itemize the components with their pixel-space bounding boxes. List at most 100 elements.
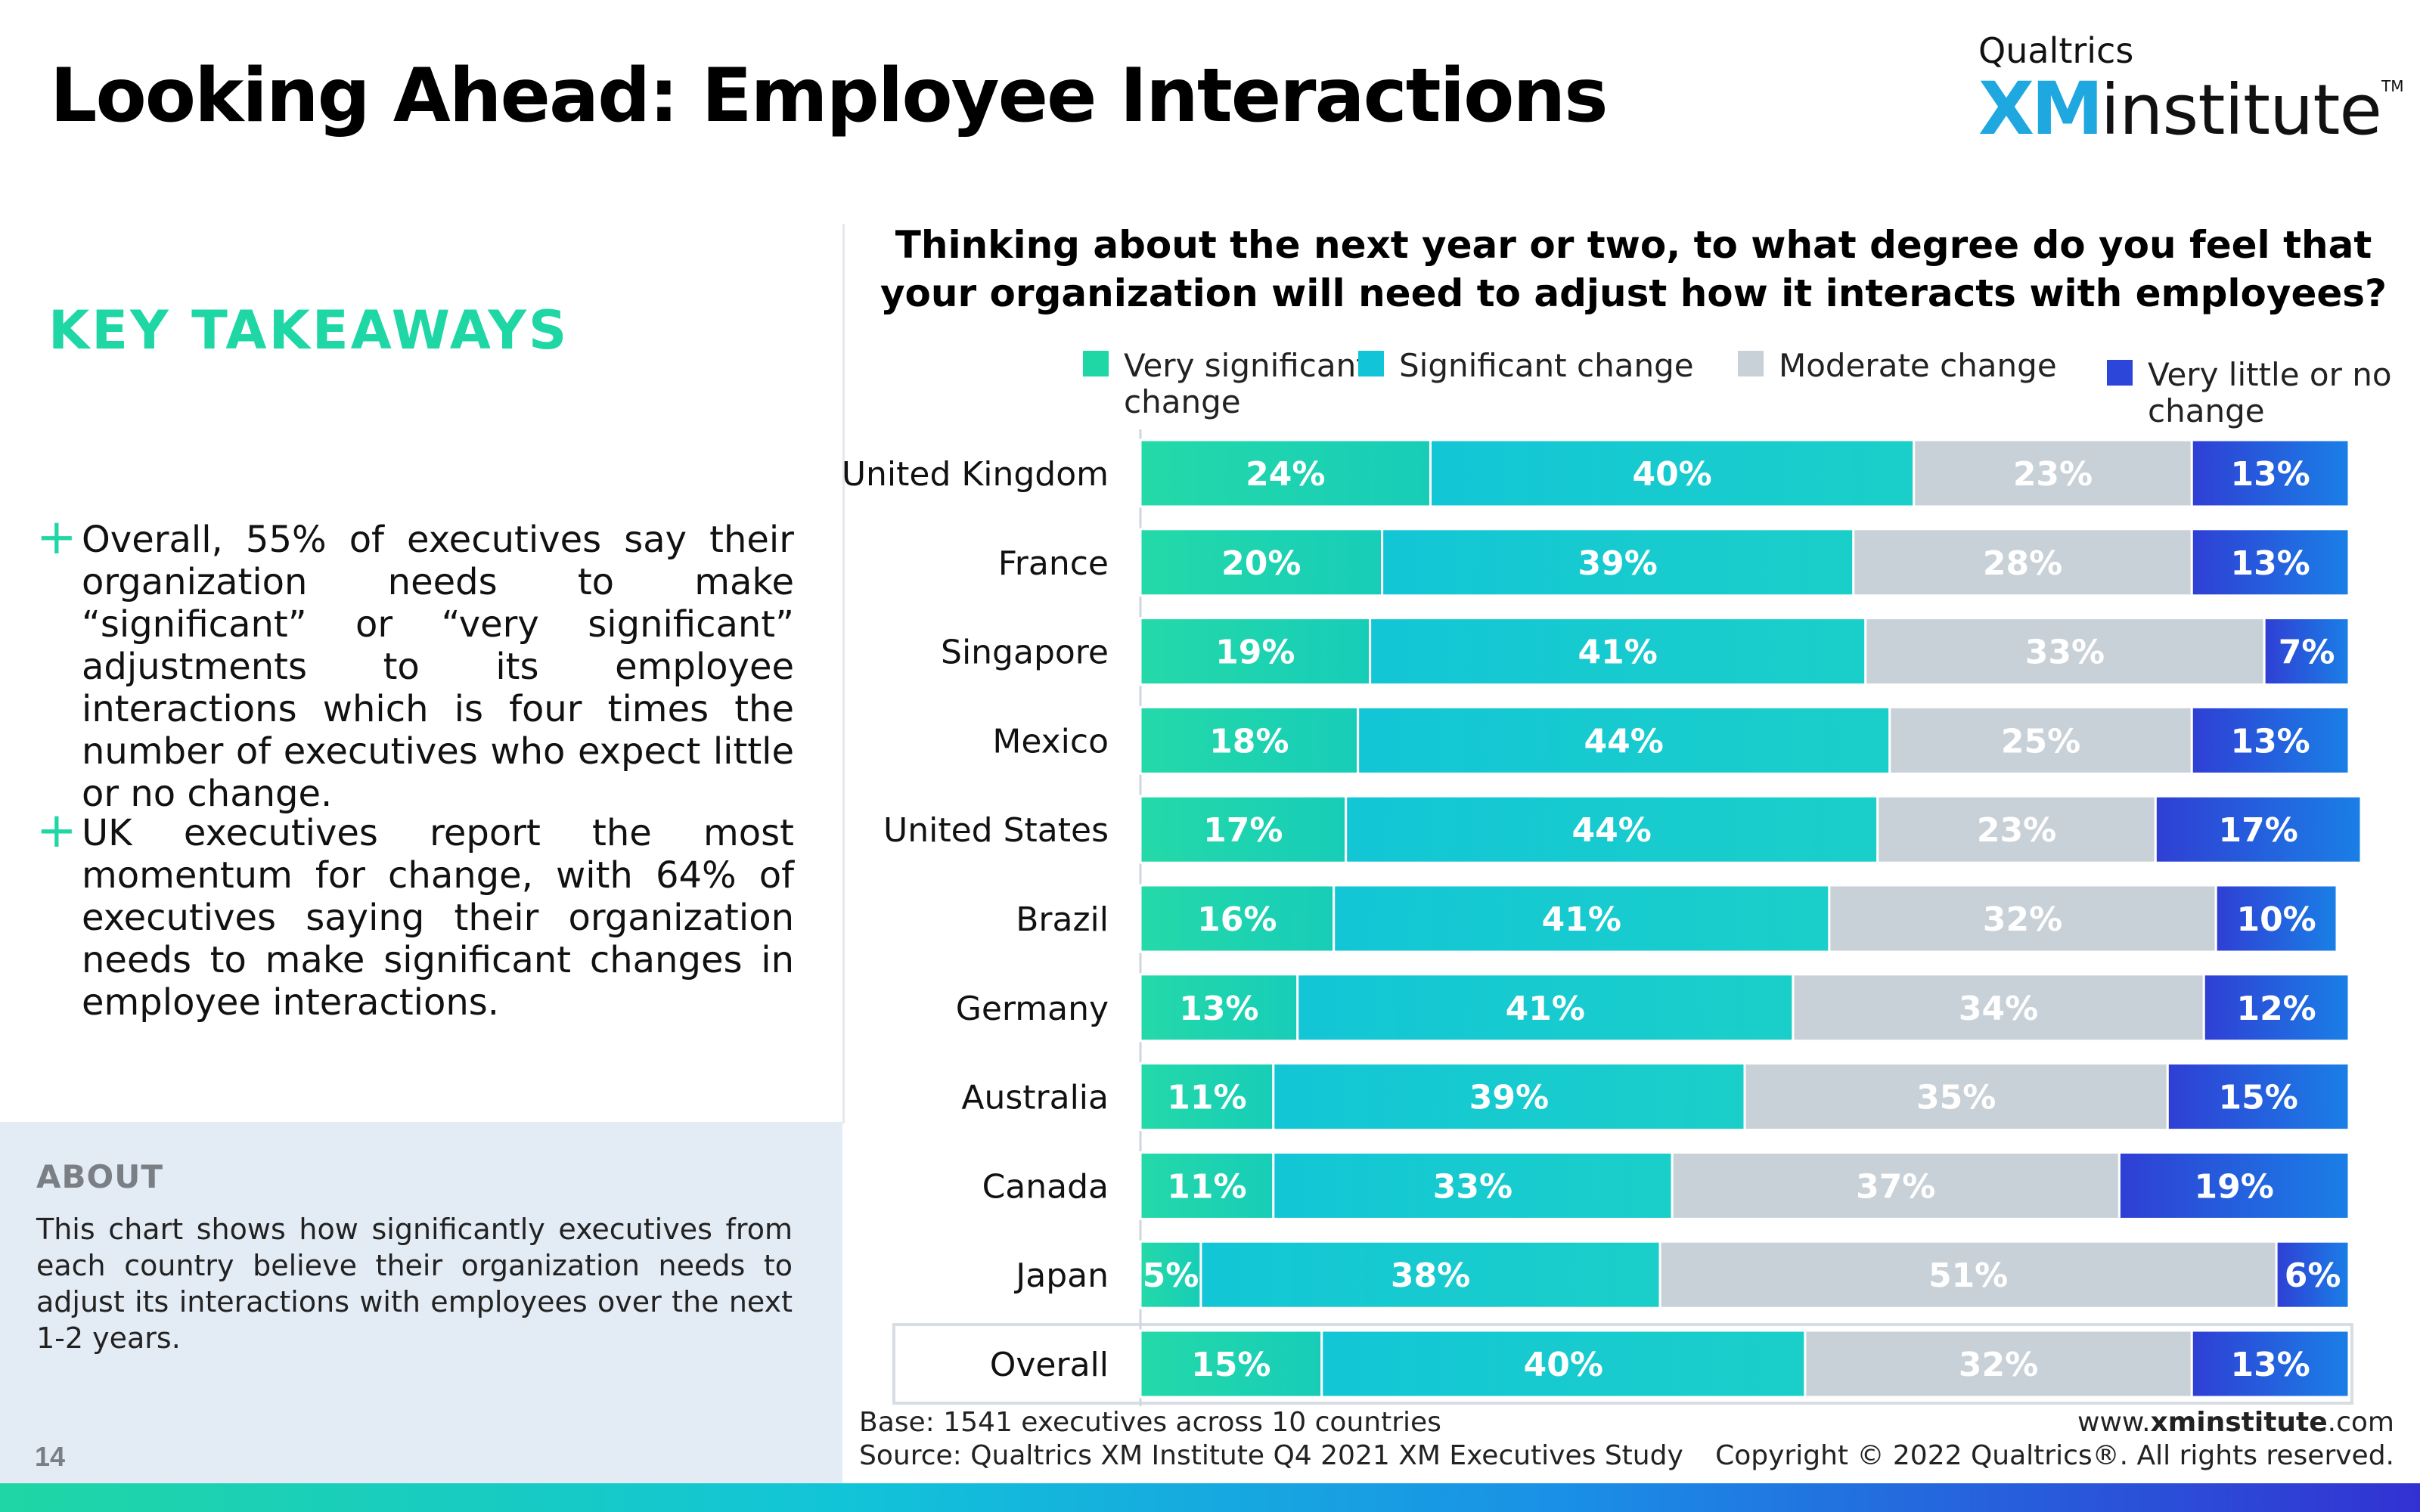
data-label: 6%: [2285, 1256, 2341, 1295]
qualtrics-xm-institute-logo: Qualtrics XMinstituteTM: [1978, 30, 2404, 151]
bar-segment: [1828, 884, 2217, 953]
data-label: 13%: [1179, 990, 1258, 1028]
url-suffix: .com: [2327, 1407, 2394, 1438]
data-label: 13%: [2230, 544, 2310, 583]
bar-segment: [1296, 973, 1795, 1043]
legend-label-line: Moderate change: [1779, 347, 2057, 384]
data-label: 12%: [2236, 990, 2316, 1028]
source-note: Source: Qualtrics XM Institute Q4 2021 X…: [859, 1440, 1683, 1471]
bar-segment: [1272, 1151, 1674, 1220]
bar-segment: [2118, 1151, 2350, 1220]
bar-segment: [1429, 438, 1916, 508]
bar-segment: [1139, 1329, 1323, 1399]
page-number: 14: [35, 1441, 66, 1472]
category-label: Mexico: [992, 722, 1109, 761]
data-label: 7%: [2279, 634, 2335, 672]
legend-label-line: Very significant: [1124, 347, 1369, 384]
data-label: 13%: [2230, 455, 2310, 494]
data-label: 24%: [1246, 455, 1325, 494]
data-label: 34%: [1959, 990, 2038, 1028]
data-label: 17%: [1203, 811, 1283, 850]
footer-notes: Base: 1541 executives across 10 countrie…: [859, 1406, 1683, 1473]
key-takeaways-heading: KEY TAKEAWAYS: [48, 299, 569, 361]
bar-segment: [1139, 884, 1336, 953]
bar-segment: [1320, 1329, 1807, 1399]
website-link[interactable]: www.xminstitute.com: [1715, 1406, 2394, 1439]
takeaway-text: Overall, 55% of executives say their org…: [82, 519, 794, 815]
data-label: 39%: [1578, 544, 1658, 583]
legend-label-line: Significant change: [1399, 347, 1694, 384]
data-label: 17%: [2218, 811, 2297, 850]
bottom-gradient-stripe: [0, 1483, 2420, 1512]
data-label: 32%: [1983, 900, 2062, 939]
bar-segment: [1139, 1240, 1202, 1309]
bar-segment: [1199, 1240, 1661, 1309]
page-title: Looking Ahead: Employee Interactions: [50, 53, 1609, 139]
category-label: United Kingdom: [842, 455, 1109, 494]
category-label: Brazil: [1016, 900, 1109, 939]
legend-label-line: change: [2148, 392, 2265, 429]
data-label: 5%: [1143, 1256, 1199, 1295]
bar-segment: [1888, 705, 2193, 775]
bar-segment: [1671, 1151, 2121, 1220]
bar-segment: [2263, 617, 2350, 686]
bar-segment: [1792, 973, 2205, 1043]
bar-segment: [2275, 1240, 2350, 1309]
data-label: 40%: [1632, 455, 1711, 494]
legend-label: Moderate change: [1779, 348, 2057, 384]
legend-label-line: Very little or no: [2148, 356, 2392, 393]
data-label: 15%: [1191, 1346, 1270, 1384]
column-divider: [842, 224, 845, 1123]
data-label: 44%: [1584, 722, 1664, 761]
bar-segment: [1369, 617, 1867, 686]
category-label: Overall: [990, 1346, 1109, 1384]
data-label: 11%: [1167, 1079, 1246, 1117]
bar-segment: [2154, 795, 2363, 864]
bar-segment: [1913, 438, 2193, 508]
bar-segment: [1804, 1329, 2193, 1399]
data-label: 23%: [1977, 811, 2056, 850]
data-label: 13%: [2230, 1346, 2310, 1384]
copyright-text: Copyright © 2022 Qualtrics®. All rights …: [1715, 1440, 2394, 1471]
data-label: 35%: [1916, 1079, 1996, 1117]
bar-segment: [2190, 1329, 2350, 1399]
category-label: Singapore: [941, 634, 1109, 672]
data-label: 44%: [1572, 811, 1652, 850]
url-domain: xminstitute: [2150, 1407, 2328, 1438]
bar-segment: [1876, 795, 2157, 864]
data-label: 51%: [1928, 1256, 2008, 1295]
data-label: 33%: [1433, 1167, 1512, 1206]
bar-segment: [2202, 973, 2350, 1043]
data-label: 33%: [2025, 634, 2105, 672]
bar-segment: [1139, 617, 1372, 686]
bar-segment: [1139, 1151, 1275, 1220]
bar-segment: [1852, 528, 2193, 597]
data-label: 41%: [1542, 900, 1621, 939]
data-label: 41%: [1578, 634, 1658, 672]
bar-segment: [2190, 705, 2350, 775]
legend-swatch: [1738, 351, 1764, 376]
bar-segment: [1658, 1240, 2278, 1309]
bar-segment: [2190, 438, 2350, 508]
legend-label: Significant change: [1399, 348, 1694, 384]
bar-segment: [2214, 884, 2338, 953]
category-label: France: [998, 544, 1109, 583]
legend-swatch: [1083, 351, 1109, 376]
chart-title: Thinking about the next year or two, to …: [880, 223, 2387, 315]
category-label: Japan: [1013, 1256, 1109, 1295]
bar-segment: [1864, 617, 2266, 686]
category-label: Canada: [982, 1167, 1109, 1206]
takeaway-text: UK executives report the most momentum f…: [82, 812, 794, 1024]
about-heading: ABOUT: [36, 1158, 163, 1195]
legend-swatch: [1358, 351, 1384, 376]
bar-segment: [2166, 1062, 2350, 1132]
bar-segment: [1381, 528, 1855, 597]
data-label: 28%: [1983, 544, 2062, 583]
legend-label: Very significant change: [1124, 348, 1369, 420]
bar-segment: [1139, 1062, 1275, 1132]
plus-icon: +: [36, 510, 77, 565]
logo-trademark: TM: [2381, 77, 2404, 95]
footer-credits: www.xminstitute.com Copyright © 2022 Qua…: [1715, 1406, 2394, 1473]
plus-icon: +: [36, 803, 77, 859]
